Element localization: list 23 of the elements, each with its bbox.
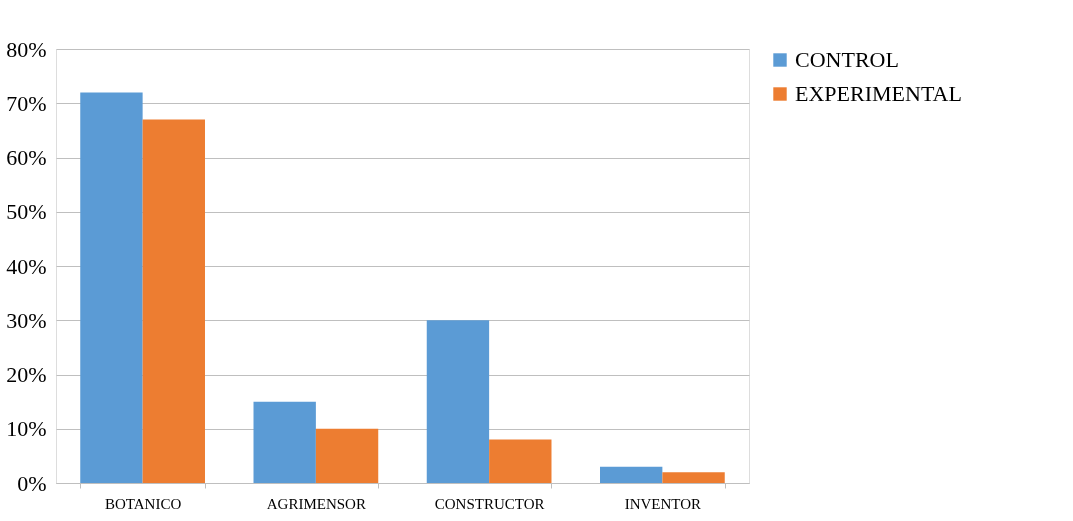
y-tick-label: 80% xyxy=(6,36,47,62)
legend-label: EXPERIMENTAL xyxy=(795,81,962,106)
x-tick-label: BOTANICO xyxy=(104,495,182,512)
bar xyxy=(662,472,725,483)
bar xyxy=(426,320,490,483)
bar xyxy=(253,401,316,483)
y-tick-label: 20% xyxy=(6,362,47,387)
legend-label: CONTROL xyxy=(795,47,899,72)
y-tick-label: 70% xyxy=(6,90,47,116)
y-tick-label: 40% xyxy=(6,253,47,279)
y-tick-label: 10% xyxy=(6,416,47,442)
x-tick-label: CONSTRUCTOR xyxy=(434,495,545,512)
y-tick-label: 60% xyxy=(6,145,47,170)
x-tick-label: AGRIMENSOR xyxy=(266,495,366,512)
bar xyxy=(489,439,552,483)
y-tick-label: 30% xyxy=(6,307,47,333)
x-tick-label: INVENTOR xyxy=(624,495,702,512)
bar xyxy=(600,466,663,483)
bar xyxy=(142,119,205,483)
bar xyxy=(315,428,379,483)
y-tick-label: 50% xyxy=(6,199,47,225)
bar xyxy=(80,92,143,483)
y-tick-label: 0% xyxy=(17,470,47,496)
